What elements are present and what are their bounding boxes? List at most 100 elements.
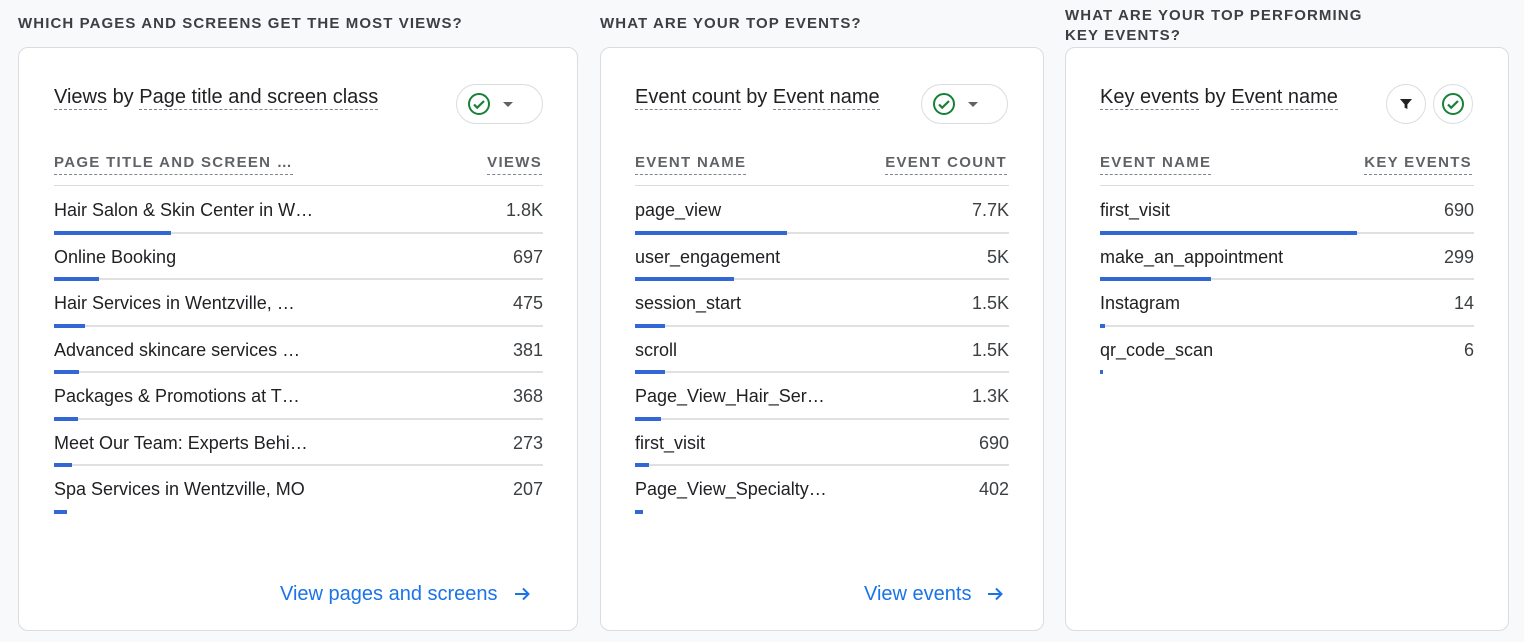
row-label: Packages & Promotions at T… xyxy=(54,385,300,407)
view-pages-and-screens-link[interactable]: View pages and screens xyxy=(280,581,532,607)
table-row[interactable]: scroll 1.5K xyxy=(635,327,1009,374)
header-divider xyxy=(1100,185,1474,186)
row-value: 690 xyxy=(1444,199,1474,221)
check-circle-icon xyxy=(1441,92,1465,116)
row-label: Spa Services in Wentzville, MO xyxy=(54,478,305,500)
row-label: first_visit xyxy=(1100,199,1170,221)
pages-screens-card: Views by Page title and screen class PAG… xyxy=(18,47,578,631)
check-circle-icon xyxy=(932,92,956,116)
section-title: WHICH PAGES AND SCREENS GET THE MOST VIE… xyxy=(18,14,578,34)
comparison-status-button[interactable] xyxy=(1433,84,1473,124)
row-value: 14 xyxy=(1454,292,1474,314)
table-row[interactable]: Advanced skincare services … 381 xyxy=(54,327,543,374)
table-row[interactable]: Hair Services in Wentzville, … 475 xyxy=(54,280,543,327)
table-row[interactable]: first_visit 690 xyxy=(635,420,1009,467)
table-row[interactable]: Hair Salon & Skin Center in W… 1.8K xyxy=(54,187,543,234)
caret-down-icon xyxy=(966,97,980,111)
table-row[interactable]: Meet Our Team: Experts Behi… 273 xyxy=(54,420,543,467)
row-value: 1.3K xyxy=(972,385,1009,407)
table-row[interactable]: Page_View_Specialty… 402 xyxy=(635,466,1009,513)
row-value-bar xyxy=(635,510,643,514)
row-label: session_start xyxy=(635,292,741,314)
dimension-label[interactable]: Page title and screen class xyxy=(139,86,378,110)
card-title: Views by Page title and screen class xyxy=(54,84,378,110)
row-label: make_an_appointment xyxy=(1100,246,1283,268)
row-label: first_visit xyxy=(635,432,705,454)
row-value: 690 xyxy=(979,432,1009,454)
table-row[interactable]: user_engagement 5K xyxy=(635,234,1009,281)
header-divider xyxy=(635,185,1009,186)
section-title: WHAT ARE YOUR TOP EVENTS? xyxy=(600,14,1044,34)
row-value: 6 xyxy=(1464,339,1474,361)
header-divider xyxy=(54,185,543,186)
arrow-right-icon xyxy=(512,584,532,604)
row-value: 402 xyxy=(979,478,1009,500)
row-label: Online Booking xyxy=(54,246,176,268)
row-value: 5K xyxy=(987,246,1009,268)
metric-label[interactable]: Event count xyxy=(635,86,741,110)
arrow-right-icon xyxy=(985,584,1005,604)
row-label: scroll xyxy=(635,339,677,361)
link-label: View pages and screens xyxy=(280,581,498,607)
dimension-label[interactable]: Event name xyxy=(773,86,880,110)
row-label: Hair Services in Wentzville, … xyxy=(54,292,295,314)
row-label: Instagram xyxy=(1100,292,1180,314)
metric-label[interactable]: Views xyxy=(54,86,107,110)
row-value: 381 xyxy=(513,339,543,361)
check-circle-icon xyxy=(467,92,491,116)
filter-icon xyxy=(1398,96,1414,112)
table-row[interactable]: Online Booking 697 xyxy=(54,234,543,281)
row-label: Page_View_Specialty… xyxy=(635,478,827,500)
row-value: 1.5K xyxy=(972,292,1009,314)
link-label: View events xyxy=(864,581,971,607)
column-header-dimension[interactable]: EVENT NAME xyxy=(1100,152,1211,175)
row-label: page_view xyxy=(635,199,721,221)
row-label: Advanced skincare services … xyxy=(54,339,300,361)
card-title-by: by xyxy=(113,86,134,108)
row-value: 697 xyxy=(513,246,543,268)
column-header-metric[interactable]: EVENT COUNT xyxy=(885,152,1007,175)
table-row[interactable]: page_view 7.7K xyxy=(635,187,1009,234)
column-header-dimension[interactable]: PAGE TITLE AND SCREEN … xyxy=(54,152,293,175)
table-row[interactable]: Packages & Promotions at T… 368 xyxy=(54,373,543,420)
key-events-card: Key events by Event name EVENT NAME KEY … xyxy=(1065,47,1509,631)
row-value: 1.5K xyxy=(972,339,1009,361)
table-row[interactable]: make_an_appointment 299 xyxy=(1100,234,1474,281)
row-value-bar xyxy=(1100,370,1103,374)
row-label: user_engagement xyxy=(635,246,780,268)
card-title: Event count by Event name xyxy=(635,84,880,110)
row-label: qr_code_scan xyxy=(1100,339,1213,361)
card-title-by: by xyxy=(746,86,767,108)
section-title: WHAT ARE YOUR TOP PERFORMING KEY EVENTS? xyxy=(1065,6,1395,46)
metric-label[interactable]: Key events xyxy=(1100,86,1199,110)
table-row[interactable]: qr_code_scan 6 xyxy=(1100,327,1474,374)
table-row[interactable]: session_start 1.5K xyxy=(635,280,1009,327)
row-value: 475 xyxy=(513,292,543,314)
row-value: 1.8K xyxy=(506,199,543,221)
row-label: Page_View_Hair_Ser… xyxy=(635,385,825,407)
table-row[interactable]: first_visit 690 xyxy=(1100,187,1474,234)
dimension-label[interactable]: Event name xyxy=(1231,86,1338,110)
row-value-bar xyxy=(54,510,67,514)
row-label: Meet Our Team: Experts Behi… xyxy=(54,432,308,454)
table-row[interactable]: Instagram 14 xyxy=(1100,280,1474,327)
column-header-metric[interactable]: KEY EVENTS xyxy=(1364,152,1472,175)
card-title-by: by xyxy=(1205,86,1226,108)
card-title: Key events by Event name xyxy=(1100,84,1338,110)
view-events-link[interactable]: View events xyxy=(864,581,1005,607)
row-label: Hair Salon & Skin Center in W… xyxy=(54,199,313,221)
table-row[interactable]: Spa Services in Wentzville, MO 207 xyxy=(54,466,543,513)
column-header-metric[interactable]: VIEWS xyxy=(487,152,542,175)
comparison-menu-button[interactable] xyxy=(456,84,543,124)
table-row[interactable]: Page_View_Hair_Ser… 1.3K xyxy=(635,373,1009,420)
row-value: 368 xyxy=(513,385,543,407)
top-events-card: Event count by Event name EVENT NAME EVE… xyxy=(600,47,1044,631)
comparison-menu-button[interactable] xyxy=(921,84,1008,124)
filter-button[interactable] xyxy=(1386,84,1426,124)
row-value: 299 xyxy=(1444,246,1474,268)
row-value: 273 xyxy=(513,432,543,454)
row-value: 7.7K xyxy=(972,199,1009,221)
row-value: 207 xyxy=(513,478,543,500)
caret-down-icon xyxy=(501,97,515,111)
column-header-dimension[interactable]: EVENT NAME xyxy=(635,152,746,175)
